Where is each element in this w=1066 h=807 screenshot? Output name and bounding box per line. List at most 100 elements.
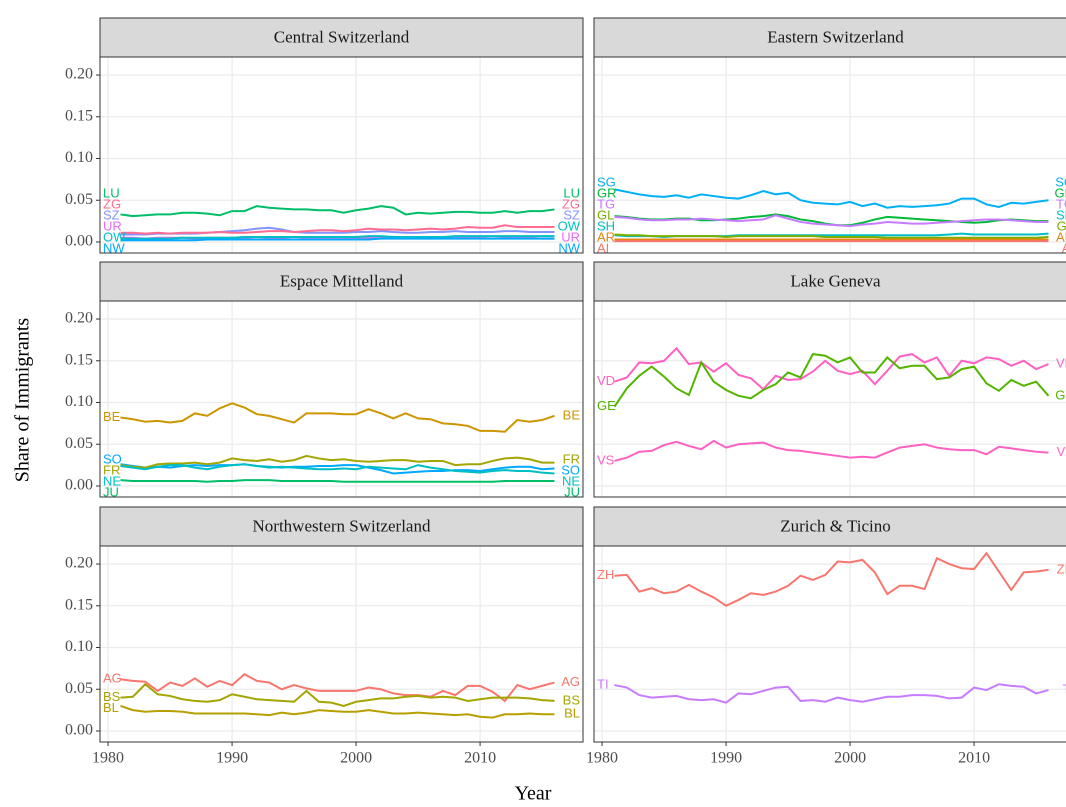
series-line: [120, 205, 555, 218]
end-label: VS: [1057, 444, 1066, 459]
x-tick-label: 1990: [710, 750, 742, 767]
end-label: LU: [103, 185, 120, 200]
strip-background: [99, 506, 584, 547]
series-line: [614, 188, 1049, 209]
x-tick-label: 1990: [216, 750, 248, 767]
end-label: VD: [597, 373, 615, 388]
end-label: TI: [1062, 682, 1066, 697]
y-tick-label: 0.15: [65, 351, 93, 368]
end-label: SG: [597, 174, 616, 189]
series-line: [614, 439, 1049, 462]
end-label: GR: [597, 185, 617, 200]
end-label: AG: [103, 671, 122, 686]
series-line: [120, 454, 555, 469]
strip-title: Zurich & Ticino: [780, 516, 891, 535]
strip-background: [593, 17, 1066, 58]
strip-title: Lake Geneva: [790, 271, 881, 290]
x-tick-label: 2010: [958, 750, 990, 767]
end-label: GR: [1055, 185, 1066, 200]
end-label: GE: [597, 398, 616, 413]
end-label: JU: [103, 484, 119, 499]
end-label: NE: [562, 473, 580, 488]
y-tick-label: 0.15: [65, 107, 93, 124]
panel-background: [100, 546, 583, 742]
y-tick-label: 0.20: [65, 310, 93, 327]
strip-background: [593, 261, 1066, 302]
series-line: [613, 353, 1050, 408]
end-label: OW: [103, 229, 126, 244]
panel-background: [594, 546, 1066, 742]
end-label: FR: [563, 451, 580, 466]
y-tick-label: 0.00: [65, 233, 93, 250]
strip-title: Eastern Switzerland: [767, 27, 904, 46]
x-tick-label: 2000: [340, 750, 372, 767]
series-line: [120, 704, 555, 719]
series-line: [120, 402, 555, 433]
series-line: [120, 224, 555, 235]
strip-background: [99, 261, 584, 302]
end-label: GL: [1057, 218, 1066, 233]
x-tick-label: 2000: [834, 750, 866, 767]
end-label: SH: [597, 218, 615, 233]
series-line: [614, 233, 1049, 239]
series-line: [614, 551, 1049, 607]
end-label: GL: [597, 207, 614, 222]
series-line: [120, 463, 555, 475]
end-label: UR: [561, 229, 580, 244]
y-tick-label: 0.05: [65, 680, 93, 697]
end-label: TI: [597, 677, 609, 692]
end-label: FR: [103, 462, 120, 477]
end-label: ZG: [103, 196, 121, 211]
y-tick-label: 0.00: [65, 722, 93, 739]
y-tick-label: 0.05: [65, 191, 93, 208]
y-tick-label: 0.00: [65, 477, 93, 494]
series-line: [614, 683, 1049, 704]
end-label: VD: [1056, 356, 1066, 371]
end-label: SG: [1055, 174, 1066, 189]
end-label: NE: [103, 473, 121, 488]
end-label: AG: [561, 674, 580, 689]
end-label: AI: [597, 240, 609, 255]
end-label: SZ: [563, 207, 580, 222]
y-tick-label: 0.10: [65, 393, 93, 410]
end-label: SZ: [103, 207, 120, 222]
end-label: GE: [1055, 387, 1066, 402]
end-label: AR: [597, 229, 615, 244]
series-line: [614, 346, 1049, 391]
end-label: BS: [103, 689, 121, 704]
x-tick-label: 1980: [92, 750, 124, 767]
strip-title: Espace Mittelland: [280, 271, 404, 290]
strip-title: Central Switzerland: [274, 27, 410, 46]
end-label: TG: [1056, 196, 1066, 211]
x-tick-label: 2010: [464, 750, 496, 767]
end-label: BE: [103, 409, 121, 424]
strip-background: [99, 17, 584, 58]
end-label: JU: [564, 484, 580, 499]
x-axis-title: Year: [515, 783, 552, 805]
end-label: BL: [564, 706, 580, 721]
end-label: TG: [597, 196, 615, 211]
x-tick-label: 1980: [586, 750, 618, 767]
end-label: LU: [563, 185, 580, 200]
strip-title: Northwestern Switzerland: [253, 516, 431, 535]
series-line: [120, 682, 555, 707]
end-label: ZH: [597, 567, 614, 582]
end-label: SO: [561, 462, 580, 477]
end-label: AR: [1056, 229, 1066, 244]
end-label: BL: [103, 700, 119, 715]
series-line: [614, 214, 1049, 228]
end-label: SO: [103, 451, 122, 466]
y-tick-label: 0.15: [65, 596, 93, 613]
series-line: [120, 235, 555, 240]
end-label: NW: [558, 240, 580, 255]
y-tick-label: 0.05: [65, 435, 93, 452]
series-line: [120, 673, 555, 703]
end-label: UR: [103, 218, 122, 233]
end-label: AI: [1062, 240, 1066, 255]
end-label: NW: [103, 240, 125, 255]
end-label: OW: [558, 218, 581, 233]
series-line: [120, 237, 555, 242]
end-label: ZG: [562, 196, 580, 211]
series-line: [120, 479, 555, 483]
